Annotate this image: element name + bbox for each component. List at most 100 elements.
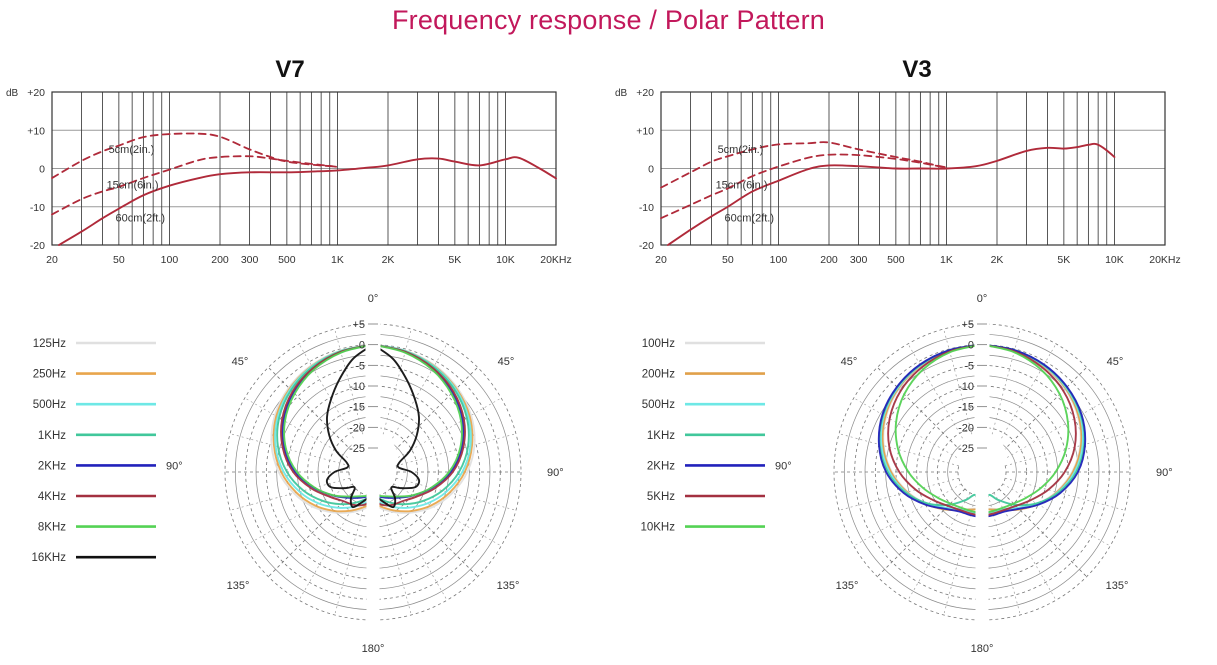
legend-label: 16KHz	[31, 552, 66, 564]
legend-item[interactable]: 1KHz	[647, 430, 765, 442]
fr-curve-5cm-2in-	[660, 141, 948, 189]
legend-label: 500Hz	[33, 399, 66, 411]
legend-item[interactable]: 125Hz	[33, 338, 156, 350]
polar-legend: 125Hz 250Hz 500Hz 1KHz 2KHz 4KHz 8KHz 16KHz 90°	[31, 338, 182, 564]
svg-text:-20: -20	[639, 240, 654, 252]
legend-item[interactable]: 2KHz	[647, 460, 765, 472]
polar-curve-4khz-left	[280, 343, 374, 507]
svg-text:20KHz: 20KHz	[1149, 254, 1181, 266]
fr-curve-15cm-6in-	[51, 155, 339, 216]
legend-label: 125Hz	[33, 338, 66, 350]
svg-text:+5: +5	[961, 319, 974, 331]
svg-text:-10: -10	[639, 202, 654, 214]
svg-text:5cm(2in.): 5cm(2in.)	[109, 144, 155, 156]
legend-item[interactable]: 8KHz	[38, 522, 156, 534]
legend-item[interactable]: 500Hz	[33, 399, 156, 411]
svg-text:300: 300	[241, 254, 259, 266]
polar-curve-4khz-right	[372, 343, 466, 507]
svg-text:0: 0	[648, 164, 654, 176]
svg-text:135°: 135°	[1106, 580, 1129, 592]
svg-text:20KHz: 20KHz	[540, 254, 572, 266]
svg-text:180°: 180°	[362, 643, 385, 655]
legend-item[interactable]: 200Hz	[642, 369, 765, 381]
svg-text:-10: -10	[30, 202, 45, 214]
legend-label: 2KHz	[38, 460, 66, 472]
polar-curve-500hz-right	[372, 343, 472, 509]
model-title-v7: V7	[275, 56, 305, 83]
svg-text:+10: +10	[636, 125, 654, 137]
polar-angle-label-90-left: 90°	[166, 460, 183, 472]
fr-curve-60cm-2ft-	[58, 156, 557, 246]
svg-text:5K: 5K	[448, 254, 461, 266]
svg-text:2K: 2K	[382, 254, 395, 266]
legend-item[interactable]: 100Hz	[642, 338, 765, 350]
panel-v3: V3 -20 -10 0 +10 +20 dB 20 50 100 200 300 500 1K 2K 5K…	[609, 0, 1217, 665]
legend-label: 1KHz	[38, 430, 66, 442]
legend-item[interactable]: 500Hz	[642, 399, 765, 411]
svg-text:dB: dB	[6, 88, 19, 99]
legend-item[interactable]: 250Hz	[33, 369, 156, 381]
svg-text:dB: dB	[615, 88, 628, 99]
fr-gridlines	[660, 91, 1166, 246]
fr-curve-labels: 5cm(2in.) 15cm(6in.) 60cm(2ft.)	[107, 144, 165, 224]
legend-label: 500Hz	[642, 399, 675, 411]
svg-text:0: 0	[359, 340, 365, 352]
svg-text:45°: 45°	[232, 356, 249, 368]
polar-curve-8khz-left	[283, 343, 374, 498]
legend-label: 4KHz	[38, 491, 66, 503]
svg-text:+10: +10	[27, 125, 45, 137]
svg-text:5K: 5K	[1057, 254, 1070, 266]
legend-label: 2KHz	[647, 460, 675, 472]
svg-text:135°: 135°	[497, 580, 520, 592]
svg-text:-15: -15	[349, 402, 365, 414]
fr-series	[51, 132, 557, 246]
svg-text:-25: -25	[349, 443, 365, 455]
svg-text:-20: -20	[349, 422, 365, 434]
svg-text:10K: 10K	[1105, 254, 1124, 266]
svg-text:1K: 1K	[940, 254, 953, 266]
svg-text:200: 200	[820, 254, 838, 266]
svg-text:-5: -5	[964, 360, 974, 372]
legend-label: 200Hz	[642, 369, 675, 381]
svg-text:135°: 135°	[836, 580, 859, 592]
polar-radial-axis: +5 0 -5 -10 -15 -20 -25	[958, 319, 987, 455]
svg-text:200: 200	[211, 254, 229, 266]
svg-text:-15: -15	[958, 402, 974, 414]
legend-item[interactable]: 1KHz	[38, 430, 156, 442]
polar-curve-8khz-right	[372, 343, 463, 498]
svg-text:50: 50	[722, 254, 734, 266]
fr-curve-15cm-6in-	[660, 153, 948, 220]
legend-item[interactable]: 5KHz	[647, 491, 765, 503]
polar-curve-2khz-left	[877, 343, 983, 519]
fr-x-axis-labels: 20 50 100 200 300 500 1K 2K 5K 10K 20KHz	[655, 254, 1181, 266]
svg-text:135°: 135°	[227, 580, 250, 592]
fr-x-axis-labels: 20 50 100 200 300 500 1K 2K 5K 10K 20KHz	[46, 254, 572, 266]
polar-legend: 100Hz 200Hz 500Hz 1KHz 2KHz 5KHz 10KHz 90°	[640, 338, 791, 534]
polar-curve-2khz-right	[981, 343, 1087, 519]
polar-curve-16khz-right	[372, 343, 421, 509]
svg-text:60cm(2ft.): 60cm(2ft.)	[116, 212, 166, 224]
fr-curve-60cm-2ft-	[667, 142, 1116, 246]
legend-label: 1KHz	[647, 430, 675, 442]
legend-label: 250Hz	[33, 369, 66, 381]
svg-text:-20: -20	[958, 422, 974, 434]
svg-text:0: 0	[968, 340, 974, 352]
polar-pattern-svg: +5 0 -5 -10 -15 -20 -25 0° 180° 90° 90° 45° 45° 135° 1…	[31, 293, 564, 655]
frequency-response-svg: -20 -10 0 +10 +20 dB 20 50 100 200 300 500 1K 2K 5K 10K…	[615, 87, 1181, 266]
svg-text:2K: 2K	[991, 254, 1004, 266]
legend-item[interactable]: 16KHz	[31, 552, 156, 564]
legend-item[interactable]: 10KHz	[640, 522, 765, 534]
polar-pattern-chart-v7: +5 0 -5 -10 -15 -20 -25 0° 180° 90° 90° 45° 45° 135° 1…	[0, 282, 608, 665]
frequency-response-svg: -20 -10 0 +10 +20 dB 20 50 100 200 300 500 1K 2K 5K 10K…	[6, 87, 572, 266]
svg-text:10K: 10K	[496, 254, 515, 266]
frequency-response-chart-v3: -20 -10 0 +10 +20 dB 20 50 100 200 300 500 1K 2K 5K 10K…	[609, 82, 1217, 277]
legend-item[interactable]: 2KHz	[38, 460, 156, 472]
svg-text:500: 500	[278, 254, 296, 266]
svg-text:1K: 1K	[331, 254, 344, 266]
polar-curve-5khz-right	[981, 343, 1077, 517]
legend-item[interactable]: 4KHz	[38, 491, 156, 503]
svg-text:90°: 90°	[547, 467, 564, 479]
svg-text:-10: -10	[958, 381, 974, 393]
svg-text:45°: 45°	[841, 356, 858, 368]
polar-curve-1khz-right	[372, 343, 470, 506]
